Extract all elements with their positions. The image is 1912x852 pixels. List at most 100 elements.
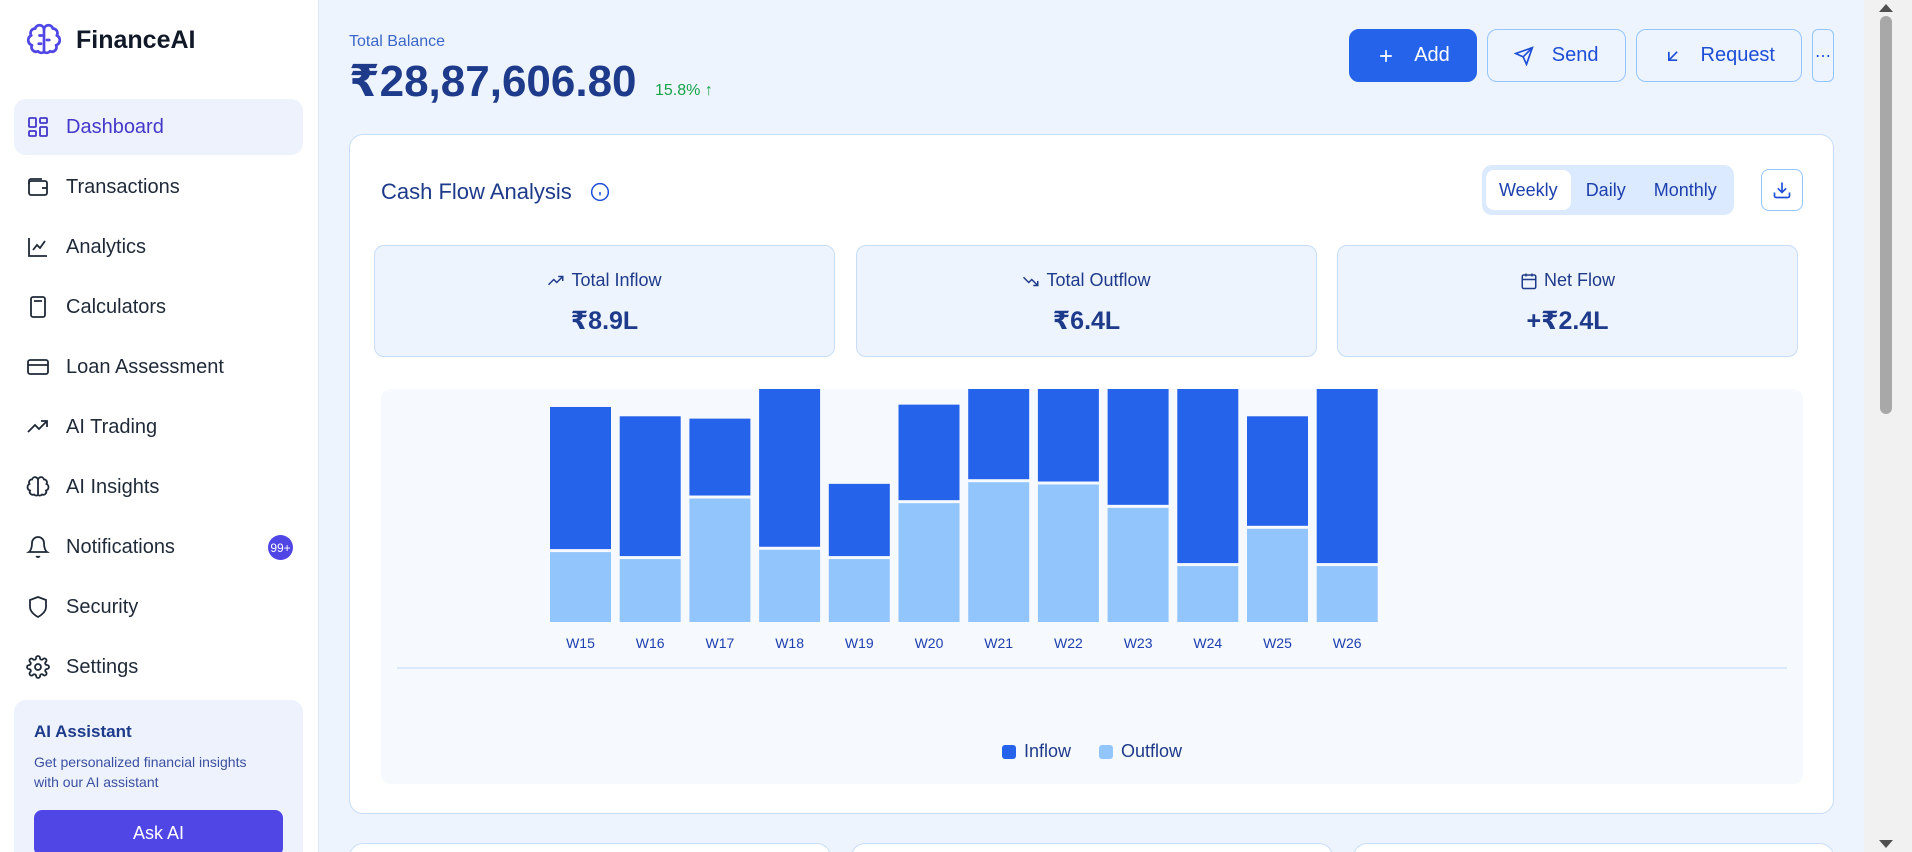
bottom-card-1 [349,843,831,852]
stat-total-inflow: Total Inflow ₹8.9L [374,245,835,357]
sidebar-item-loan-assessment[interactable]: Loan Assessment [14,339,303,395]
bar-outflow-w21[interactable] [968,482,1030,622]
x-tick-label: W21 [984,635,1013,651]
more-options-button[interactable]: ⋯ [1812,29,1834,82]
download-icon [1773,182,1791,199]
scroll-down-arrow[interactable] [1879,840,1893,848]
inflow-label: Total Inflow [571,270,662,290]
calendar-icon [1521,273,1537,289]
legend-label-inflow: Inflow [1023,741,1071,761]
brand[interactable]: FinanceAI [26,22,195,58]
bar-outflow-w26[interactable] [1316,566,1378,622]
trending-up-icon [548,275,564,285]
legend-item-outflow[interactable]: Outflow [1099,741,1182,762]
sidebar-item-security[interactable]: Security [14,579,303,635]
bar-inflow-w17[interactable] [689,418,751,496]
sidebar: FinanceAI Dashboard Transactions Analyti… [0,0,319,852]
ai-assistant-title: AI Assistant [34,722,132,741]
cash-flow-chart: W15 W16 W17 W18 W19 W20 W21 W22 W23 W24 W25 W26 Inf… [381,389,1803,784]
sidebar-item-analytics[interactable]: Analytics [14,219,303,275]
bar-inflow-w20[interactable] [898,404,960,501]
sidebar-item-ai-insights[interactable]: AI Insights [14,459,303,515]
shield-icon [29,596,47,619]
sidebar-item-label: Security [66,595,139,618]
stat-net-flow: Net Flow +₹2.4L [1337,245,1798,357]
bar-inflow-w18[interactable] [759,389,821,547]
bar-inflow-w21[interactable] [968,389,1030,480]
sidebar-item-notifications[interactable]: Notifications 99+ [14,519,303,575]
sidebar-item-ai-trading[interactable]: AI Trading [14,399,303,455]
x-tick-label: W26 [1333,635,1362,651]
bar-outflow-w24[interactable] [1177,566,1239,622]
bar-outflow-w17[interactable] [689,498,751,622]
bar-outflow-w22[interactable] [1037,484,1099,622]
legend-item-inflow[interactable]: Inflow [1001,741,1071,762]
bar-inflow-w19[interactable] [828,483,890,557]
header-actions: Add Send Request ⋯ [1349,29,1834,82]
request-button[interactable]: Request [1635,29,1802,82]
bar-outflow-w23[interactable] [1107,507,1169,622]
arrow-down-left-icon [1667,50,1678,61]
sidebar-item-dashboard[interactable]: Dashboard [14,99,303,155]
tab-weekly[interactable]: Weekly [1486,170,1571,210]
bar-outflow-w19[interactable] [828,559,890,622]
sidebar-item-label: Settings [66,655,139,678]
page-scrollbar[interactable] [1864,0,1912,852]
sidebar-item-label: Calculators [66,295,167,318]
sidebar-item-settings[interactable]: Settings [14,639,303,695]
bar-outflow-w16[interactable] [619,559,681,622]
plus-icon [1380,49,1393,62]
net-label: Net Flow [1543,270,1615,290]
total-balance-label: Total Balance [349,33,446,50]
notification-badge: 99+ [268,535,293,560]
stat-total-outflow: Total Outflow ₹6.4L [856,245,1317,357]
bar-inflow-w23[interactable] [1107,389,1169,505]
trending-up-icon [27,420,48,433]
trending-down-icon [1023,276,1039,286]
legend-swatch-outflow [1099,744,1113,759]
bar-outflow-w15[interactable] [550,552,611,622]
bottom-card-2 [851,843,1333,852]
add-button[interactable]: Add [1349,29,1477,82]
x-tick-label: W20 [915,635,944,651]
bar-inflow-w26[interactable] [1316,389,1378,564]
x-tick-label: W24 [1193,635,1222,651]
sidebar-item-label: AI Trading [66,415,158,438]
brand-name: FinanceAI [76,25,196,54]
scroll-up-arrow[interactable] [1879,4,1893,12]
sidebar-item-transactions[interactable]: Transactions [14,159,303,215]
line-chart-icon [28,238,47,257]
tab-daily[interactable]: Daily [1585,179,1626,200]
bar-inflow-w22[interactable] [1037,389,1099,482]
calculator-icon [30,296,46,318]
ask-ai-button[interactable]: Ask AI [34,810,283,852]
info-icon[interactable] [590,182,610,202]
bar-inflow-w25[interactable] [1247,416,1308,526]
bar-outflow-w25[interactable] [1247,528,1308,622]
wallet-icon [28,178,48,196]
sidebar-item-label: AI Insights [66,475,160,498]
x-tick-label: W16 [636,635,665,651]
sidebar-item-calculators[interactable]: Calculators [14,279,303,335]
bar-inflow-w16[interactable] [619,416,681,557]
send-button[interactable]: Send [1486,29,1626,82]
cash-flow-card: Cash Flow Analysis Weekly Daily Monthly … [349,134,1834,814]
add-button-label: Add [1414,44,1450,66]
request-button-label: Request [1700,44,1776,66]
bar-outflow-w18[interactable] [759,549,821,622]
brain-icon [26,23,62,55]
x-tick-label: W18 [775,635,804,651]
chart-legend: Inflow Outflow [381,741,1803,762]
sidebar-nav: Dashboard Transactions Analytics Calcula… [14,99,303,699]
legend-label-outflow: Outflow [1121,741,1183,761]
scroll-thumb[interactable] [1880,16,1892,414]
bar-inflow-w24[interactable] [1177,389,1239,564]
tab-monthly[interactable]: Monthly [1653,179,1717,200]
send-icon [1513,45,1534,66]
brain-icon [26,476,50,497]
bar-outflow-w20[interactable] [898,503,960,622]
bell-icon [26,536,50,558]
download-button[interactable] [1761,169,1803,211]
dashboard-icon [28,117,48,137]
bar-inflow-w15[interactable] [550,406,611,550]
